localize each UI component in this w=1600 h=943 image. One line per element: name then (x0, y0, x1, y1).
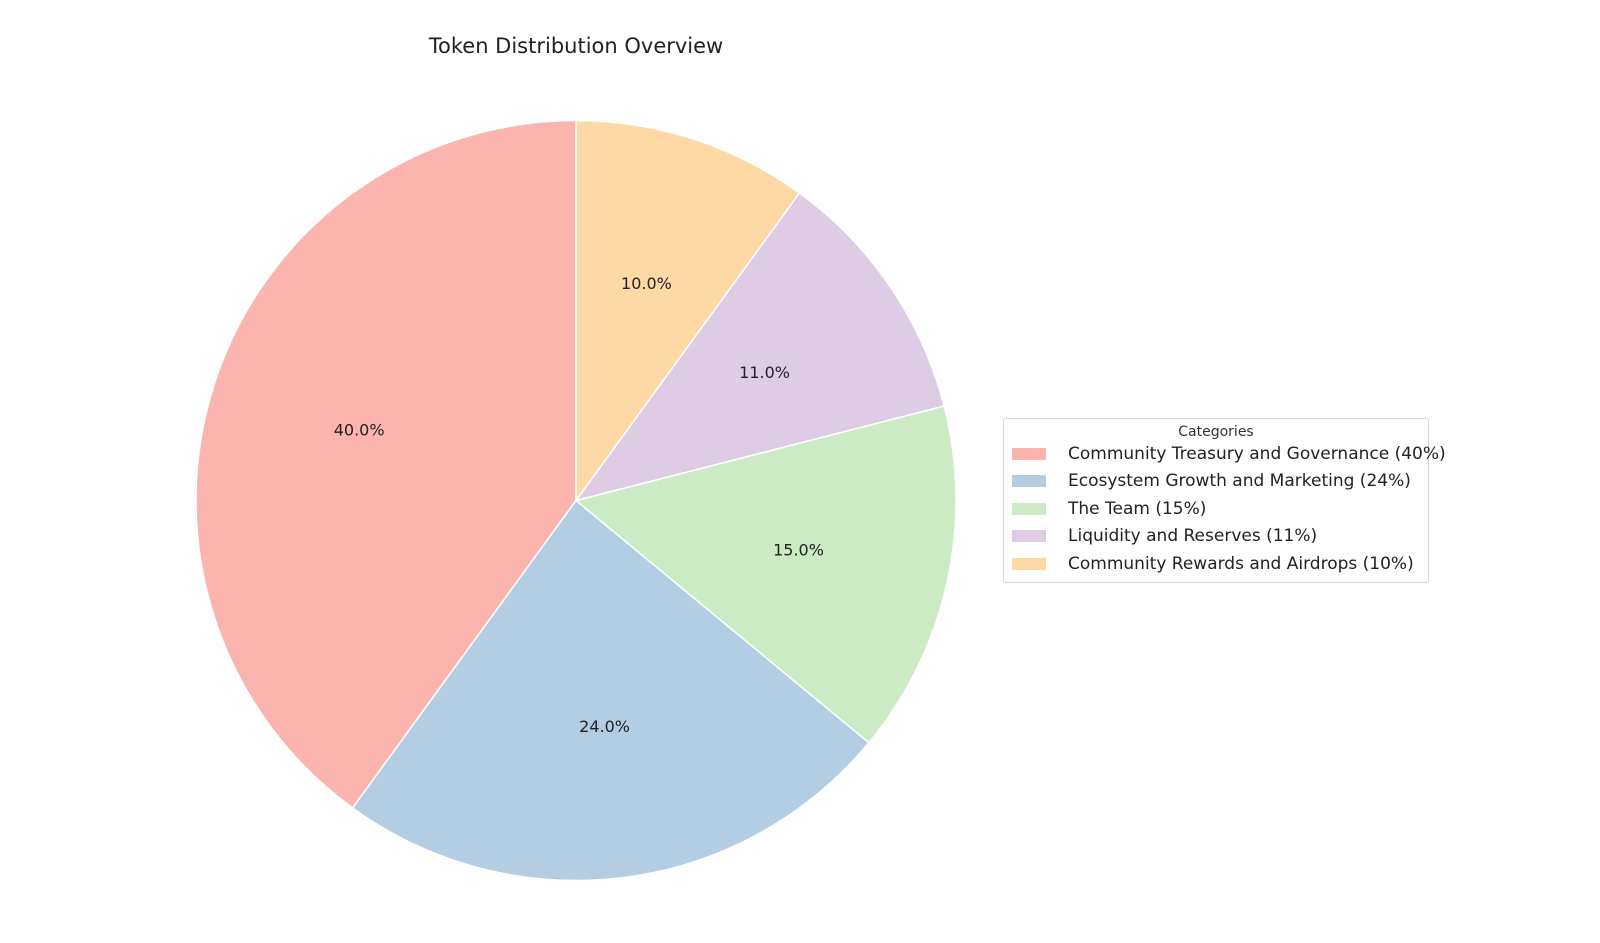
legend-swatch (1012, 475, 1046, 488)
legend-label: Community Rewards and Airdrops (10%) (1068, 553, 1414, 574)
legend-swatch (1012, 557, 1046, 570)
legend-label: The Team (15%) (1068, 498, 1207, 519)
legend-swatch (1012, 447, 1046, 460)
legend-item: Ecosystem Growth and Marketing (24%) (1004, 468, 1428, 496)
legend-label: Liquidity and Reserves (11%) (1068, 526, 1318, 547)
slice-data-label: 24.0% (579, 717, 630, 736)
pie-slice-2 (351, 499, 870, 882)
pie-slice-1 (195, 119, 577, 809)
slice-data-label: 11.0% (739, 363, 790, 382)
slice-data-label: 15.0% (773, 541, 824, 560)
pie-slice-4 (574, 192, 945, 502)
slice-data-label: 40.0% (334, 421, 385, 440)
legend-label: Ecosystem Growth and Marketing (24%) (1068, 471, 1411, 492)
slice-data-label: 10.0% (621, 274, 672, 293)
chart-title: Token Distribution Overview (428, 34, 724, 58)
legend-item: The Team (15%) (1004, 495, 1428, 523)
legend-title: Categories (1178, 424, 1254, 440)
legend-swatch (1012, 530, 1046, 543)
legend-item: Community Rewards and Airdrops (10%) (1004, 550, 1428, 578)
legend-label: Community Treasury and Governance (40%) (1068, 443, 1446, 464)
legend-item: Liquidity and Reserves (11%) (1004, 523, 1428, 551)
pie-slice-3 (574, 405, 957, 744)
legend-swatch (1012, 502, 1046, 515)
legend: Categories Community Treasury and Govern… (1003, 418, 1446, 583)
pie-slice-5 (575, 119, 801, 503)
legend-item: Community Treasury and Governance (40%) (1004, 440, 1446, 468)
